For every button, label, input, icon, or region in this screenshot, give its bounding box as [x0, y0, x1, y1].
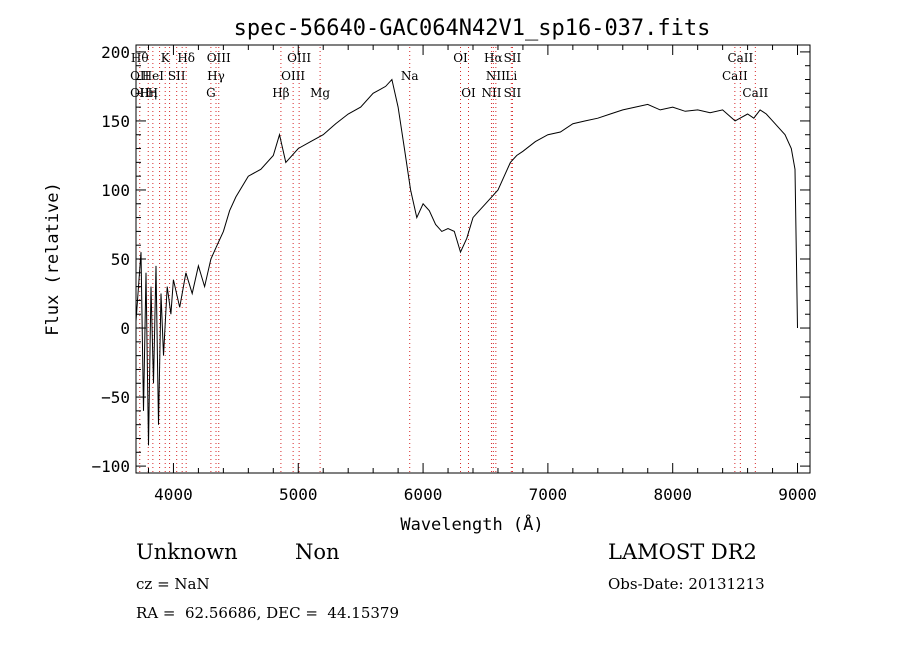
line-label: OIII: [287, 51, 311, 65]
observation-date: Obs-Date: 20131213: [608, 575, 765, 593]
x-tick-label: 6000: [404, 485, 443, 504]
line-label: CaII: [722, 69, 748, 83]
y-tick-label: 50: [111, 250, 130, 269]
line-label: OI: [461, 86, 476, 100]
axis-ticks: 4000 5000 6000 7000 8000 9000 −100 −50 0 50 100 150…: [91, 43, 816, 504]
y-tick-label: −50: [101, 388, 130, 407]
line-label: HeI: [142, 69, 165, 83]
line-label: NII: [481, 86, 501, 100]
line-label: SII: [504, 86, 522, 100]
line-label: Hδ: [177, 51, 195, 65]
line-label: NII: [486, 69, 506, 83]
line-label: Li: [505, 69, 517, 83]
object-class: Unknown: [136, 540, 238, 564]
chart-title: spec-56640-GAC064N42V1_sp16-037.fits: [234, 16, 711, 41]
line-label: SII: [504, 51, 522, 65]
line-label: Hα: [484, 51, 503, 65]
y-tick-label: 200: [101, 43, 130, 62]
line-label: K: [161, 51, 171, 65]
x-axis-label: Wavelength (Å): [400, 513, 543, 535]
line-label: OIII: [207, 51, 231, 65]
line-label: Hθ: [131, 51, 149, 65]
survey-name: LAMOST DR2: [608, 540, 757, 564]
line-label: Hγ: [207, 69, 225, 83]
line-label: Mg: [310, 86, 330, 100]
line-label: OI: [453, 51, 468, 65]
line-label: OII: [130, 69, 150, 83]
plot-frame: [135, 44, 811, 474]
line-label: Hβ: [272, 86, 289, 100]
object-subclass: Non: [295, 540, 340, 564]
emission-line-markers: HθOIIOIIHηHeIHKSIIHδGHγOIIIHβOIIIOIIIMgN…: [130, 47, 768, 473]
line-label: Hη: [139, 86, 157, 100]
line-label: H: [148, 86, 158, 100]
x-tick-label: 5000: [279, 485, 318, 504]
line-label: Na: [401, 69, 419, 83]
coordinates: RA = 62.56686, DEC = 44.15379: [136, 604, 400, 622]
line-label: CaII: [727, 51, 753, 65]
y-tick-label: −100: [91, 457, 130, 476]
redshift-cz: cz = NaN: [136, 575, 210, 593]
y-axis-label: Flux (relative): [43, 182, 63, 336]
line-label: G: [206, 86, 216, 100]
line-label: SII: [168, 69, 186, 83]
x-tick-label: 4000: [154, 485, 193, 504]
x-tick-label: 7000: [529, 485, 568, 504]
y-tick-label: 100: [101, 181, 130, 200]
spectrum-series: [135, 78, 798, 446]
x-tick-label: 9000: [778, 485, 817, 504]
x-tick-label: 8000: [653, 485, 692, 504]
y-tick-label: 150: [101, 112, 130, 131]
line-label: CaII: [742, 86, 768, 100]
spectrum-line-0: [135, 78, 798, 446]
y-tick-label: 0: [120, 319, 130, 338]
line-label: OIII: [281, 69, 305, 83]
